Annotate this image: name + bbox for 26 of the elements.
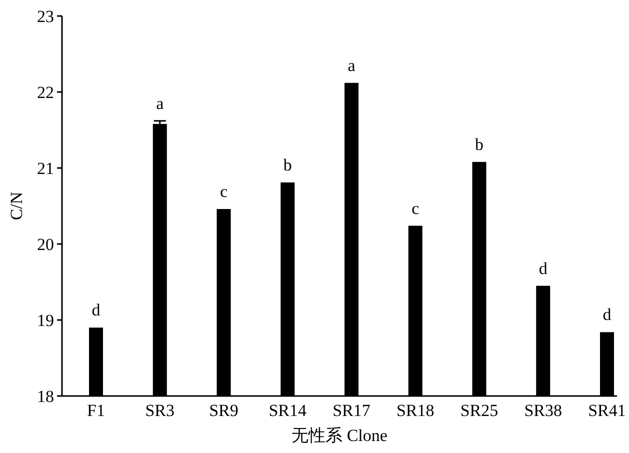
y-tick-label: 21 — [37, 158, 54, 178]
x-tick-label: SR18 — [396, 401, 434, 420]
x-tick-label: F1 — [87, 401, 105, 420]
x-tick-label: SR41 — [588, 401, 626, 420]
y-tick-label: 18 — [37, 386, 54, 406]
annotation: c — [220, 182, 228, 202]
annotation: a — [156, 94, 164, 113]
annotation: b — [283, 155, 292, 174]
annotation: b — [475, 134, 484, 154]
annotation: d — [602, 305, 612, 324]
y-tick-label: 22 — [37, 82, 54, 102]
annotation: d — [538, 258, 548, 278]
y-axis-title: C/N — [7, 192, 26, 220]
x-tick-label: SR3 — [145, 401, 175, 420]
annotation: c — [412, 198, 420, 218]
y-tick-label: 20 — [37, 234, 54, 254]
x-tick-label: SR25 — [460, 401, 498, 420]
x-tick-label: SR14 — [268, 401, 308, 420]
annotation: a — [348, 56, 356, 75]
x-tick-label: SR17 — [332, 401, 371, 420]
y-tick-label: 19 — [37, 310, 54, 330]
x-tick-label: SR9 — [209, 401, 238, 420]
x-tick-label: SR38 — [524, 401, 562, 420]
annotation: d — [92, 300, 101, 320]
y-tick-label: 23 — [37, 6, 54, 26]
x-axis-title: 无性系 Clone — [292, 426, 388, 445]
